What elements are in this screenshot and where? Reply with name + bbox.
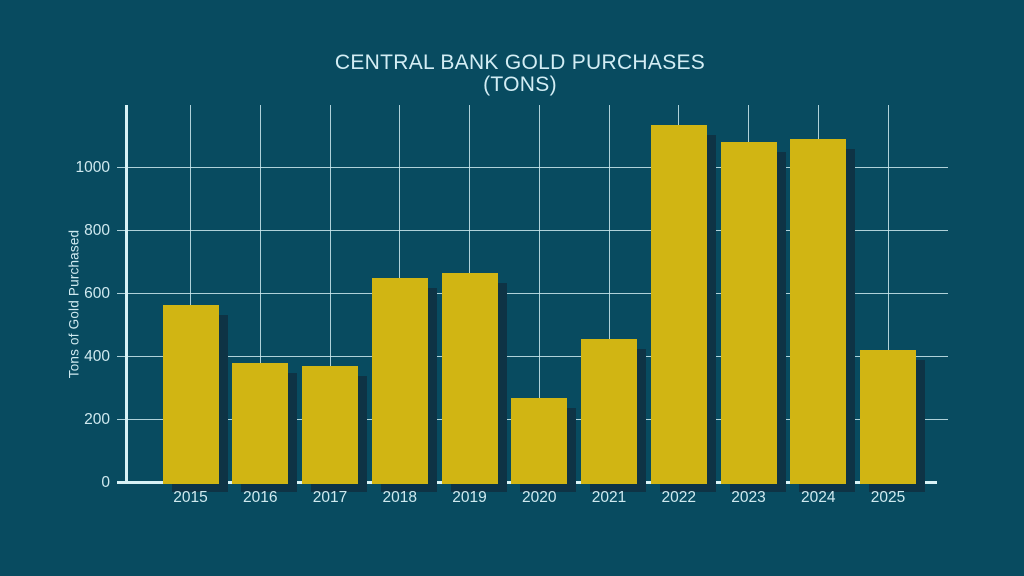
v-gridline-2016 xyxy=(259,105,261,483)
bar-2021 xyxy=(581,339,637,484)
bar-2018 xyxy=(371,277,428,484)
bar-2022 xyxy=(650,124,707,484)
x-tick-label-2022: 2022 xyxy=(661,489,696,506)
h-gridline-800 xyxy=(117,230,948,232)
bar-2020 xyxy=(511,397,568,484)
y-axis xyxy=(124,105,128,484)
bar-2015 xyxy=(162,304,219,484)
v-gridline-2021 xyxy=(608,105,610,483)
bar-2023 xyxy=(720,142,777,484)
bar-2016 xyxy=(232,363,289,484)
h-gridline-600 xyxy=(117,293,948,295)
h-gridline-400 xyxy=(117,356,948,358)
x-tick-label-2018: 2018 xyxy=(382,489,417,506)
y-tick-label-400: 400 xyxy=(84,347,110,365)
x-tick-label-2020: 2020 xyxy=(522,489,557,506)
chart-title: CENTRAL BANK GOLD PURCHASES (TONS) xyxy=(335,52,705,95)
v-gridline-2015 xyxy=(190,105,191,483)
y-tick-label-800: 800 xyxy=(84,221,110,239)
x-tick-label-2019: 2019 xyxy=(452,489,487,506)
x-tick-label-2024: 2024 xyxy=(801,489,836,506)
v-gridline-2017 xyxy=(329,105,331,483)
bar-2017 xyxy=(302,366,358,484)
y-tick-label-1000: 1000 xyxy=(75,158,110,176)
chart-title-line1: CENTRAL BANK GOLD PURCHASES xyxy=(334,51,706,74)
x-tick-label-2023: 2023 xyxy=(731,489,766,506)
x-tick-label-2016: 2016 xyxy=(243,489,278,506)
bar-2019 xyxy=(441,273,498,484)
bar-2025 xyxy=(860,350,916,484)
y-tick-label-0: 0 xyxy=(101,474,110,491)
v-gridline-2020 xyxy=(538,105,540,483)
v-gridline-2025 xyxy=(887,105,889,483)
y-tick-label-200: 200 xyxy=(84,410,110,428)
bar-2024 xyxy=(790,139,847,484)
x-tick-label-2017: 2017 xyxy=(312,489,348,506)
chart-title-line2: (TONS) xyxy=(483,72,557,96)
x-tick-label-2025: 2025 xyxy=(870,489,906,506)
y-tick-label-600: 600 xyxy=(84,284,110,302)
x-tick-label-2021: 2021 xyxy=(591,489,627,506)
h-gridline-1000 xyxy=(117,167,948,168)
x-tick-label-2015: 2015 xyxy=(173,489,208,506)
